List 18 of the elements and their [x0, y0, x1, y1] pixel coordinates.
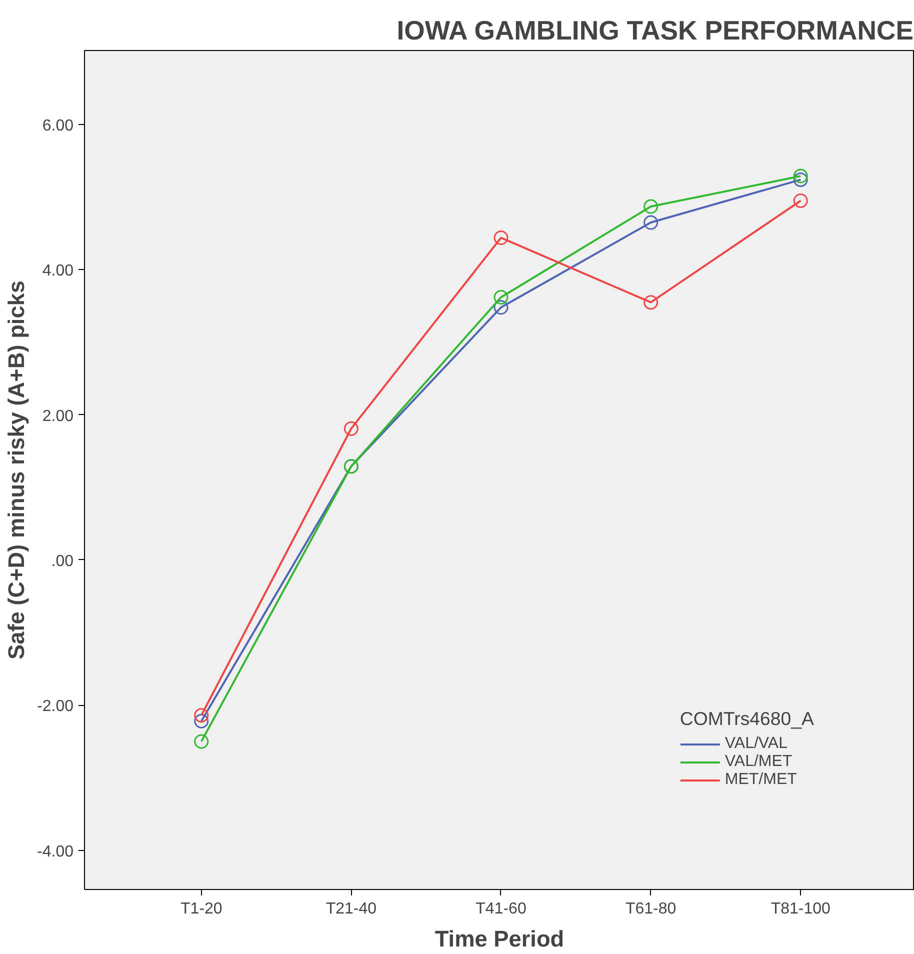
y-tick-label: -4.00 [37, 843, 74, 860]
y-tick-label: .00 [51, 552, 74, 570]
legend-label: VAL/MET [724, 753, 792, 771]
y-axis-title: Safe (C+D) minus risky (A+B) picks [3, 280, 30, 660]
y-tick-label: 4.00 [42, 262, 74, 280]
y-tick-label: 2.00 [42, 408, 74, 425]
y-tick-label: 6.00 [42, 118, 74, 135]
x-axis-title: Time Period [434, 926, 564, 952]
y-tick-label: -2.00 [37, 698, 74, 716]
legend-label: VAL/VAL [724, 735, 788, 753]
x-tick-label: T21-40 [326, 900, 377, 918]
legend-title: COMTrs4680_A [680, 708, 814, 730]
x-tick-label: T61-80 [625, 900, 676, 918]
x-tick-label: T41-60 [476, 900, 526, 918]
x-tick-label: T81-100 [770, 900, 831, 918]
chart-title: IOWA GAMBLING TASK PERFORMANCE [396, 16, 914, 46]
legend-label: MET/MET [724, 771, 797, 789]
x-tick-label: T1-20 [180, 900, 222, 918]
